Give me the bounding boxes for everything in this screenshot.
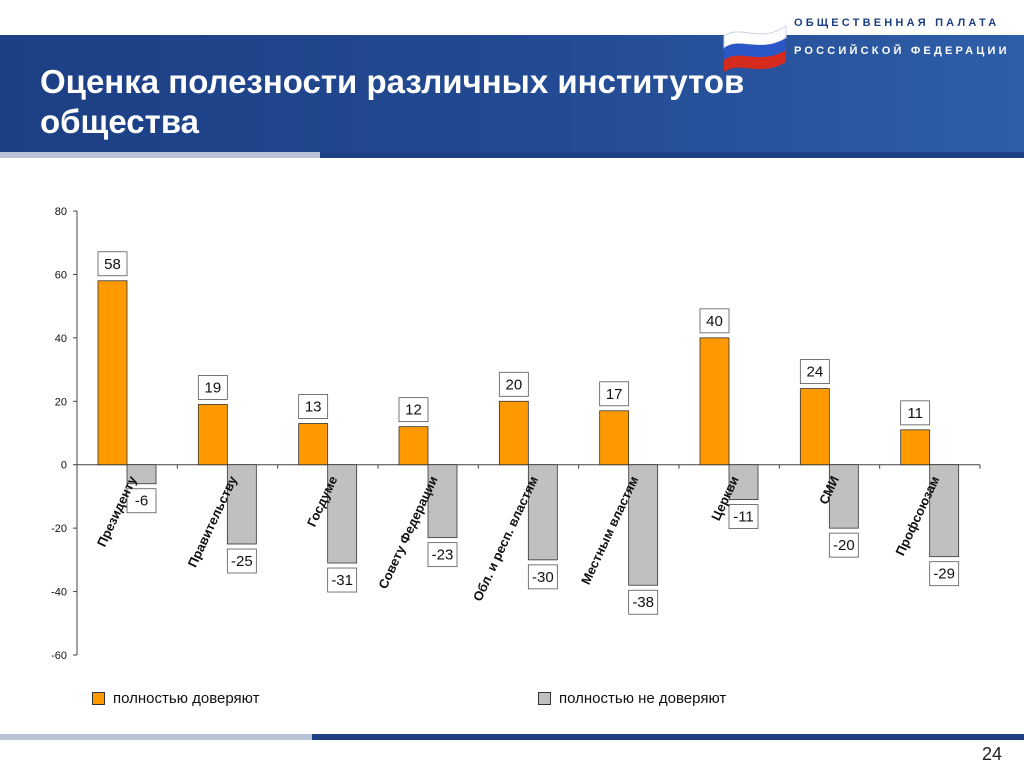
data-label: 20: [505, 376, 522, 393]
bar-trust: [900, 429, 931, 466]
y-tick-label: 20: [55, 396, 67, 408]
data-label: -20: [833, 537, 855, 554]
data-label: 24: [806, 364, 823, 381]
data-label-box: [929, 561, 960, 587]
data-label: 11: [907, 405, 923, 422]
y-tick-label: 40: [55, 333, 67, 345]
data-label: -30: [532, 569, 554, 586]
bar-distrust: [828, 464, 859, 529]
data-label-box: [298, 394, 329, 419]
data-label-box: [699, 308, 730, 334]
data-label: 17: [606, 386, 623, 403]
bar-distrust: [929, 464, 960, 558]
data-label-box: [226, 548, 257, 574]
data-label-box: [799, 359, 830, 385]
header-divider-dark: [320, 152, 1024, 158]
y-tick-label: -60: [51, 650, 67, 662]
data-label-box: [97, 251, 128, 277]
bar-trust: [498, 400, 529, 466]
footer-divider-dark: [312, 734, 1024, 740]
bar-distrust: [226, 464, 257, 545]
header-banner: [0, 35, 1024, 155]
legend-distrust: полностью не доверяют: [538, 690, 726, 707]
bar-distrust: [527, 464, 558, 561]
y-tick-label: 60: [55, 269, 67, 281]
page-title: Оценка полезности различных институтов о…: [40, 62, 860, 142]
data-label: -11: [733, 509, 754, 526]
bar-distrust: [126, 464, 157, 485]
page-number: 24: [981, 744, 1002, 764]
y-tick-label: -40: [51, 587, 67, 599]
bar-distrust: [427, 464, 458, 539]
data-label: 13: [305, 398, 322, 415]
data-label: -31: [331, 572, 353, 589]
org-name-line2: РОССИЙСКОЙ ФЕДЕРАЦИИ: [794, 45, 1010, 57]
bar-chart: -60-40-2002040608058-6Президенту19-25Пра…: [51, 206, 981, 662]
data-label-box: [527, 564, 558, 590]
legend-trust-label: полностью доверяют: [113, 690, 260, 707]
data-label: -25: [231, 553, 253, 570]
y-tick-label: 0: [61, 460, 67, 472]
data-label-box: [728, 504, 759, 530]
data-label-box: [900, 400, 931, 426]
bar-trust: [699, 337, 730, 466]
bar-trust: [799, 388, 830, 466]
legend-trust-swatch: [92, 692, 105, 705]
bar-trust: [197, 404, 228, 466]
org-name-line1: ОБЩЕСТВЕННАЯ ПАЛАТА: [794, 17, 1000, 29]
header-divider-light: [0, 152, 320, 158]
data-label-box: [628, 589, 659, 615]
data-label: 19: [204, 379, 221, 396]
bar-trust: [599, 410, 630, 466]
data-label-box: [327, 567, 358, 593]
data-label-box: [197, 375, 228, 400]
data-label-box: [427, 542, 458, 568]
data-label: 12: [405, 402, 422, 419]
y-tick-label: 80: [55, 206, 67, 218]
bar-trust: [398, 426, 429, 466]
y-tick-label: -20: [51, 523, 67, 535]
legend-distrust-label: полностью не доверяют: [559, 690, 727, 707]
title-line2: общества: [40, 103, 200, 140]
bar-distrust: [628, 464, 659, 586]
legend-trust: полностью доверяют: [92, 690, 259, 707]
bar-trust: [298, 423, 329, 466]
data-label: -29: [933, 566, 955, 583]
data-label: -23: [432, 547, 454, 564]
data-label-box: [126, 488, 157, 514]
data-label: -38: [632, 594, 654, 611]
bar-trust: [97, 280, 128, 466]
data-label-box: [828, 532, 859, 558]
data-label: 58: [104, 256, 121, 273]
footer-divider-light: [0, 734, 312, 740]
data-label-box: [398, 397, 429, 423]
bar-distrust: [728, 464, 759, 501]
data-label-box: [599, 381, 630, 407]
bar-distrust: [327, 464, 358, 564]
data-label-box: [498, 371, 529, 397]
legend-distrust-swatch: [538, 692, 551, 705]
russian-flag-icon: [723, 25, 787, 72]
data-label: -6: [135, 493, 148, 510]
data-label: 40: [706, 313, 723, 330]
title-line1: Оценка полезности различных институтов: [40, 63, 745, 100]
